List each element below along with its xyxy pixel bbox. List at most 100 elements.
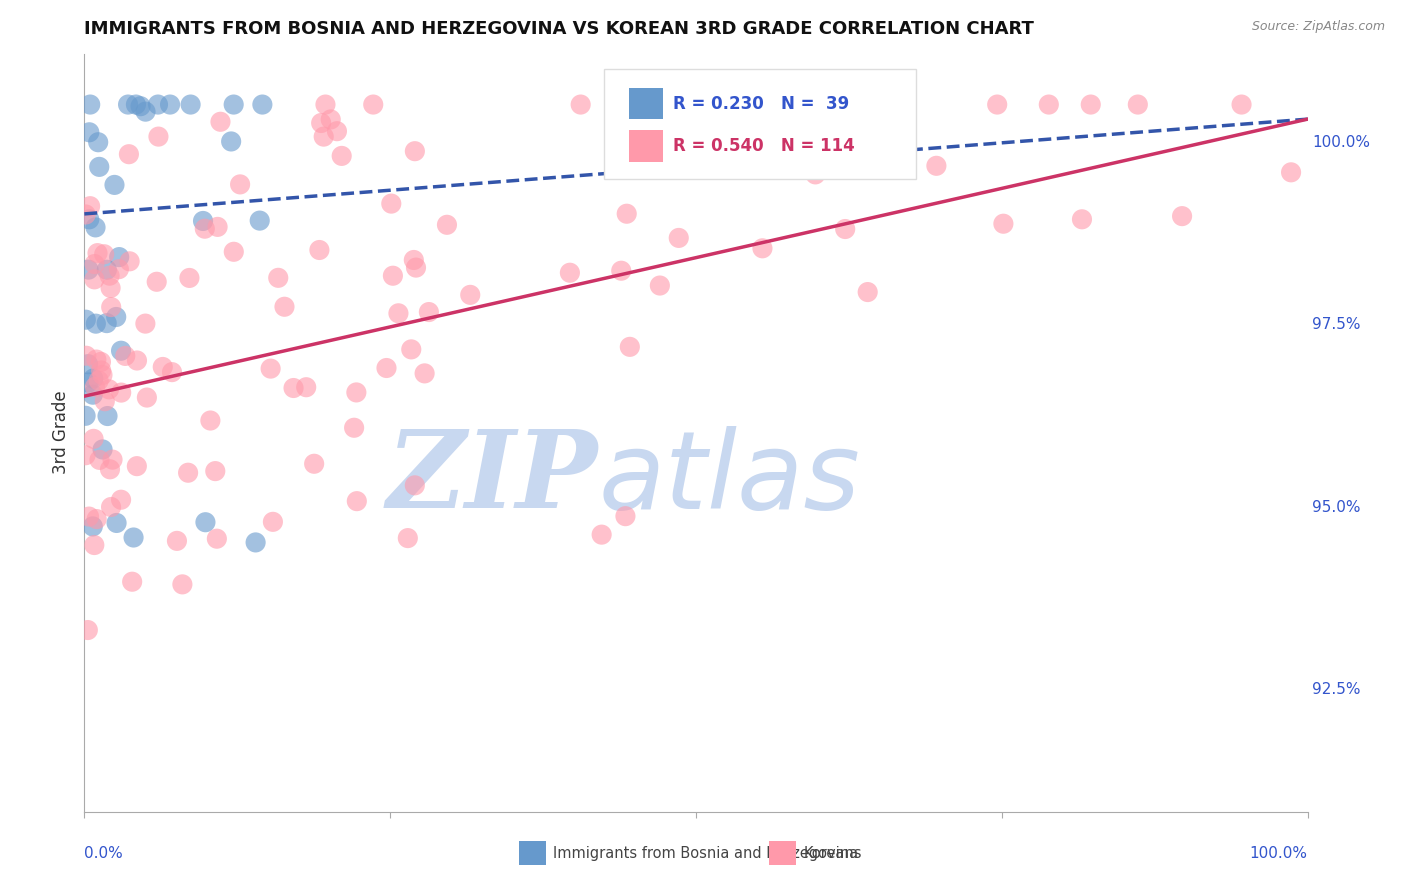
Point xyxy=(375,361,398,376)
Point xyxy=(159,97,181,112)
Point xyxy=(77,376,100,390)
Text: R = 0.230   N =  39: R = 0.230 N = 39 xyxy=(672,95,849,112)
Bar xyxy=(519,840,546,865)
Point xyxy=(1038,97,1060,112)
Point xyxy=(252,97,274,112)
Point xyxy=(148,129,170,144)
Point xyxy=(380,196,402,211)
Point xyxy=(87,135,110,149)
Point xyxy=(177,466,200,480)
Point xyxy=(387,306,409,320)
Point xyxy=(209,115,232,129)
Point xyxy=(84,317,107,331)
Point xyxy=(273,300,295,314)
Point xyxy=(751,241,773,255)
Point xyxy=(77,262,100,277)
Text: ZIP: ZIP xyxy=(387,425,598,531)
Point xyxy=(1230,97,1253,112)
FancyBboxPatch shape xyxy=(605,69,917,178)
Point xyxy=(413,367,436,381)
Point xyxy=(191,214,214,228)
Point xyxy=(804,168,827,182)
Y-axis label: 3rd Grade: 3rd Grade xyxy=(52,391,70,475)
Point xyxy=(110,343,132,358)
Point xyxy=(1279,165,1302,179)
Point xyxy=(1080,97,1102,112)
Point xyxy=(219,135,242,149)
Point xyxy=(100,281,122,295)
Point xyxy=(89,160,111,174)
Point xyxy=(194,221,217,235)
Point xyxy=(83,257,105,271)
Point xyxy=(381,268,404,283)
Bar xyxy=(769,840,796,865)
Point xyxy=(267,270,290,285)
Point xyxy=(319,112,342,127)
Point xyxy=(87,374,110,388)
Point xyxy=(110,385,132,400)
Point xyxy=(925,159,948,173)
Point xyxy=(204,464,226,478)
Point xyxy=(79,97,101,112)
Point xyxy=(668,231,690,245)
Point xyxy=(591,527,613,541)
Point xyxy=(283,381,305,395)
Point xyxy=(180,97,202,112)
Point xyxy=(616,207,638,221)
Point xyxy=(110,492,132,507)
Point xyxy=(98,268,121,283)
Point xyxy=(83,272,105,286)
Point xyxy=(222,97,245,112)
Point xyxy=(134,317,156,331)
Point xyxy=(125,459,148,474)
Point xyxy=(94,394,117,409)
Text: 0.0%: 0.0% xyxy=(84,847,124,862)
Point xyxy=(101,452,124,467)
Point xyxy=(229,178,252,192)
Point xyxy=(77,212,100,227)
Point xyxy=(724,97,747,112)
Point xyxy=(129,99,152,113)
Point xyxy=(77,357,100,371)
Text: IMMIGRANTS FROM BOSNIA AND HERZEGOVINA VS KOREAN 3RD GRADE CORRELATION CHART: IMMIGRANTS FROM BOSNIA AND HERZEGOVINA V… xyxy=(84,21,1035,38)
Point xyxy=(114,349,136,363)
Point xyxy=(82,387,104,401)
Point xyxy=(205,532,228,546)
Point xyxy=(330,149,353,163)
Point xyxy=(83,432,105,446)
Point xyxy=(621,97,644,112)
Point xyxy=(125,353,148,368)
Point xyxy=(308,243,330,257)
Point xyxy=(569,97,592,112)
Point xyxy=(404,144,426,158)
Point xyxy=(93,247,115,261)
Point xyxy=(834,222,856,236)
Point xyxy=(344,385,367,400)
Point xyxy=(75,207,97,221)
Point xyxy=(1071,212,1094,227)
Text: R = 0.540   N = 114: R = 0.540 N = 114 xyxy=(672,137,855,155)
Point xyxy=(90,355,112,369)
Point xyxy=(105,310,128,324)
Point xyxy=(86,246,108,260)
Point xyxy=(108,262,131,277)
Point xyxy=(75,349,97,363)
Point xyxy=(122,531,145,545)
Point xyxy=(91,442,114,457)
Point xyxy=(262,515,284,529)
Point xyxy=(75,409,97,423)
Point xyxy=(700,125,723,139)
Point xyxy=(103,178,125,192)
Text: Immigrants from Bosnia and Herzegovina: Immigrants from Bosnia and Herzegovina xyxy=(553,846,858,861)
Point xyxy=(100,300,122,314)
Text: Source: ZipAtlas.com: Source: ZipAtlas.com xyxy=(1251,20,1385,33)
Point xyxy=(100,500,122,514)
Point xyxy=(245,535,267,549)
Point xyxy=(249,213,271,227)
Point xyxy=(96,316,118,330)
Point xyxy=(309,116,332,130)
Point xyxy=(418,305,440,319)
Point xyxy=(79,125,101,139)
Point xyxy=(259,361,281,376)
Point xyxy=(194,515,217,529)
